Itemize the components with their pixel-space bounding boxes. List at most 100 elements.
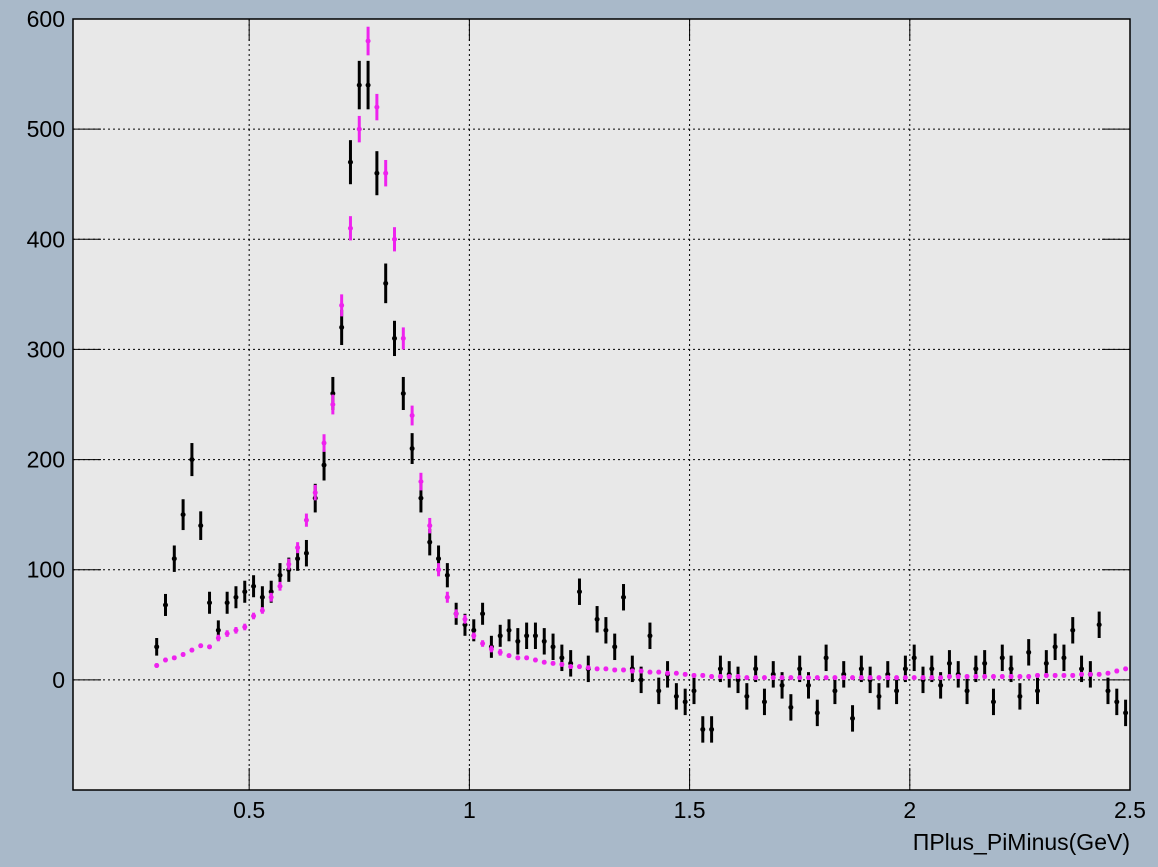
data-point bbox=[744, 693, 750, 699]
data-point bbox=[700, 726, 706, 732]
data-point bbox=[788, 675, 794, 681]
data-point bbox=[418, 495, 424, 501]
data-point bbox=[444, 594, 450, 600]
data-point bbox=[1017, 693, 1023, 699]
data-point bbox=[585, 665, 591, 671]
y-tick-label: 400 bbox=[27, 226, 65, 252]
data-point bbox=[171, 655, 177, 661]
data-point bbox=[154, 644, 160, 650]
data-point bbox=[162, 657, 168, 663]
data-point bbox=[603, 627, 609, 633]
data-point bbox=[911, 675, 917, 681]
data-point bbox=[1043, 672, 1049, 678]
data-point bbox=[409, 446, 415, 452]
data-point bbox=[946, 660, 952, 666]
data-point bbox=[480, 611, 486, 617]
x-tick-label: 0.5 bbox=[233, 797, 265, 823]
data-point bbox=[365, 38, 371, 44]
data-point bbox=[400, 390, 406, 396]
data-point bbox=[418, 479, 424, 485]
data-point bbox=[444, 572, 450, 578]
data-point bbox=[647, 633, 653, 639]
data-point bbox=[506, 653, 512, 659]
data-point bbox=[1061, 672, 1067, 678]
data-point bbox=[1035, 672, 1041, 678]
data-point bbox=[207, 600, 213, 606]
data-point bbox=[480, 641, 486, 647]
data-point bbox=[1114, 699, 1120, 705]
data-point bbox=[805, 682, 811, 688]
data-point bbox=[797, 666, 803, 672]
y-tick-label: 600 bbox=[27, 6, 65, 32]
data-point bbox=[277, 583, 283, 589]
y-tick-label: 200 bbox=[27, 447, 65, 473]
data-point bbox=[1035, 688, 1041, 694]
data-point bbox=[964, 688, 970, 694]
data-point bbox=[938, 675, 944, 681]
data-point bbox=[700, 672, 706, 678]
data-point bbox=[198, 523, 204, 529]
data-point bbox=[717, 674, 723, 680]
data-point bbox=[1052, 672, 1058, 678]
data-point bbox=[268, 594, 274, 600]
data-point bbox=[621, 667, 627, 673]
x-tick-label: 2.5 bbox=[1114, 797, 1146, 823]
data-point bbox=[990, 674, 996, 680]
data-point bbox=[990, 699, 996, 705]
data-point bbox=[594, 616, 600, 622]
data-point bbox=[154, 663, 160, 669]
data-point bbox=[621, 594, 627, 600]
data-point bbox=[929, 675, 935, 681]
data-point bbox=[797, 675, 803, 681]
data-point bbox=[453, 611, 459, 617]
data-point bbox=[612, 644, 618, 650]
data-point bbox=[1079, 671, 1085, 677]
data-point bbox=[559, 655, 565, 661]
data-point bbox=[1114, 668, 1120, 674]
data-point bbox=[894, 675, 900, 681]
data-point bbox=[462, 616, 468, 622]
data-point bbox=[814, 710, 820, 716]
data-point bbox=[189, 457, 195, 463]
data-point bbox=[999, 674, 1005, 680]
data-point bbox=[902, 675, 908, 681]
data-point bbox=[964, 674, 970, 680]
data-point bbox=[515, 638, 521, 644]
data-point bbox=[339, 302, 345, 308]
data-point bbox=[858, 666, 864, 672]
data-point bbox=[251, 583, 257, 589]
data-point bbox=[955, 674, 961, 680]
data-point bbox=[471, 627, 477, 633]
data-point bbox=[242, 589, 248, 595]
data-point bbox=[682, 699, 688, 705]
data-point bbox=[735, 674, 741, 680]
data-point bbox=[497, 633, 503, 639]
data-point bbox=[392, 335, 398, 341]
data-point bbox=[541, 638, 547, 644]
data-point bbox=[911, 655, 917, 661]
data-point bbox=[612, 667, 618, 673]
data-point bbox=[576, 589, 582, 595]
data-point bbox=[330, 402, 336, 407]
data-point bbox=[1105, 688, 1111, 694]
data-point bbox=[524, 633, 530, 639]
data-point bbox=[788, 704, 794, 710]
y-tick-label: 0 bbox=[52, 667, 65, 693]
data-point bbox=[347, 225, 353, 231]
x-tick-label: 1.5 bbox=[674, 797, 706, 823]
data-point bbox=[312, 490, 318, 496]
data-point bbox=[1008, 674, 1014, 680]
data-point bbox=[532, 633, 538, 639]
y-tick-label: 300 bbox=[27, 336, 65, 362]
data-point bbox=[832, 688, 838, 694]
data-point bbox=[805, 675, 811, 681]
data-point bbox=[982, 674, 988, 680]
data-point bbox=[356, 82, 362, 88]
data-point bbox=[673, 693, 679, 699]
data-point bbox=[198, 643, 204, 649]
data-point bbox=[321, 462, 327, 468]
data-point bbox=[541, 659, 547, 665]
data-point bbox=[850, 715, 856, 721]
data-point bbox=[524, 655, 530, 661]
